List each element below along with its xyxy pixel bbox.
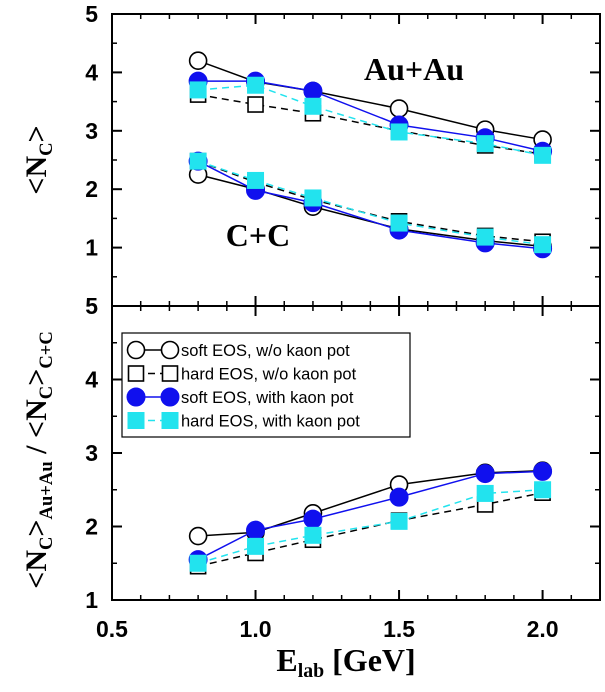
data-point [127,365,145,382]
data-point [160,340,180,360]
bottom-ytick-label: 1 [85,587,98,613]
xtick-label: 1.0 [240,616,272,642]
data-point [247,171,265,189]
legend-label: hard EOS, w/o kaon pot [181,366,357,384]
data-point [189,152,207,170]
annotation-c-c: C+C [226,217,290,253]
series-line [197,60,543,141]
series-line [197,173,543,248]
data-point [188,51,208,71]
top-plot-frame [111,13,601,307]
data-point [247,76,265,94]
data-point [127,412,145,429]
data-point [304,189,322,207]
data-point [475,464,495,484]
series-line [197,491,543,567]
bottom-ytick-label: 4 [85,367,98,393]
top-y-axis-label: <NC> [20,125,57,194]
xtick-label: 1.5 [383,616,415,642]
data-point [390,214,408,232]
data-point [476,484,494,502]
top-ytick-label: 2 [85,176,98,202]
top-ytick-label: 4 [85,59,98,85]
series-line [197,93,543,155]
data-point [303,81,323,101]
data-point [189,554,207,572]
data-point [303,509,323,529]
top-ytick-label: 1 [85,235,98,261]
data-point [188,526,208,546]
bottom-ytick-label: 2 [85,514,98,540]
legend: soft EOS, w/o kaon pot hard EOS, w/o kaon… [121,332,411,438]
data-point [189,81,207,99]
legend-label: hard EOS, with kaon pot [181,413,360,431]
data-point [126,387,146,407]
data-point [247,537,265,555]
data-point [247,96,264,113]
bottom-ytick-label: 5 [85,293,98,319]
legend-label: soft EOS, with kaon pot [181,389,354,407]
xtick-label: 0.5 [96,616,128,642]
x-axis-label: Elab [GeV] [276,642,415,682]
data-point [389,487,409,507]
series-layer [188,51,553,575]
data-point [389,99,409,118]
annotation-au-au: Au+Au [364,51,464,87]
bottom-ytick-label: 3 [85,440,98,466]
data-point [246,520,266,540]
top-ytick-label: 3 [85,118,98,144]
top-ytick-label: 5 [85,1,98,27]
data-point [390,123,408,141]
data-point [534,481,552,499]
data-point [533,461,553,481]
data-point [160,387,180,407]
data-point [534,236,552,254]
series-line [197,160,543,243]
series-line [197,160,543,246]
data-point [534,146,552,164]
series-line [198,84,543,157]
series-line [197,470,543,561]
data-point [390,512,408,530]
series-line [197,160,543,250]
text-layer: 1 2 3 4 5 1 2 3 4 5 0.5 1.0 1.5 2.0 Au+Au C+C <NC> <NC>Au… [20,1,559,682]
data-point [304,97,322,115]
data-point [476,135,494,153]
series-line [197,489,543,564]
data-point [476,228,494,246]
series-line [198,80,543,152]
data-point [161,412,179,429]
bottom-y-axis-label: <NC>Au+Au / <NC>C+C [20,331,57,589]
data-point [304,526,322,544]
xtick-label: 2.0 [527,616,559,642]
axes-layer [111,13,601,601]
data-point [126,340,146,360]
legend-label: soft EOS, w/o kaon pot [181,342,350,360]
data-point [161,365,179,382]
